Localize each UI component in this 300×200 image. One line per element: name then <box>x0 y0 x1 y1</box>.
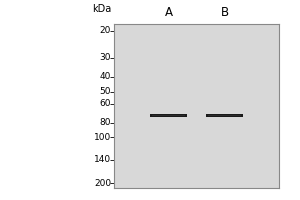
Text: 200: 200 <box>94 179 111 188</box>
Text: 60: 60 <box>100 99 111 108</box>
Text: 30: 30 <box>100 53 111 62</box>
Text: 140: 140 <box>94 155 111 164</box>
Bar <box>208 115 241 116</box>
Text: 20: 20 <box>100 26 111 35</box>
Text: 80: 80 <box>100 118 111 127</box>
Text: 100: 100 <box>94 133 111 142</box>
Bar <box>150 114 187 117</box>
Bar <box>152 115 185 116</box>
Bar <box>206 114 243 117</box>
Text: 50: 50 <box>100 87 111 96</box>
Text: kDa: kDa <box>92 4 111 14</box>
Text: 40: 40 <box>100 72 111 81</box>
